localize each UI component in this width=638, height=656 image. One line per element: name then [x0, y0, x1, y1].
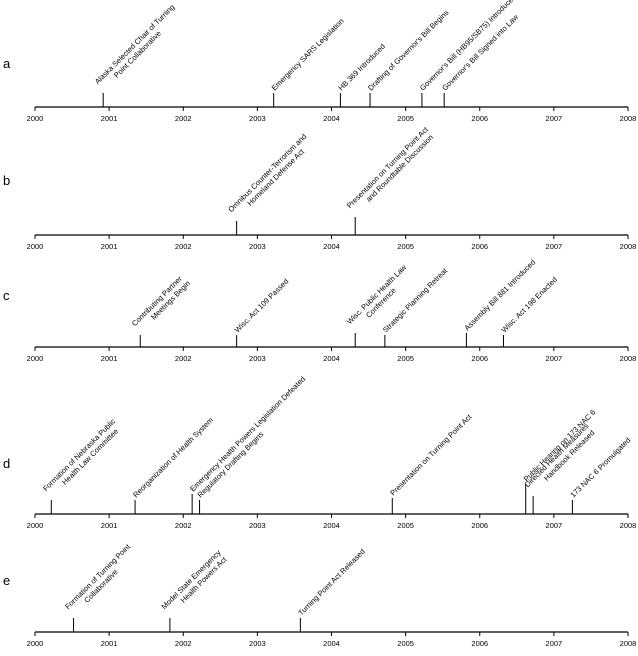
year-label: 2003	[249, 639, 266, 648]
year-label: 2008	[620, 639, 637, 648]
panel-letter: b	[3, 173, 10, 188]
year-label: 2005	[397, 242, 414, 251]
year-label: 2000	[27, 114, 44, 123]
year-label: 2003	[249, 521, 266, 530]
year-label: 2007	[546, 242, 563, 251]
year-label: 2007	[546, 114, 563, 123]
year-label: 2000	[27, 242, 44, 251]
year-label: 2007	[546, 354, 563, 363]
year-label: 2002	[175, 521, 192, 530]
year-label: 2002	[175, 242, 192, 251]
year-label: 2004	[323, 639, 340, 648]
year-label: 2006	[471, 521, 488, 530]
year-label: 2002	[175, 114, 192, 123]
year-label: 2005	[397, 354, 414, 363]
event-label: Emergency SARS Legislation	[270, 16, 346, 92]
panel-letter: c	[3, 288, 10, 303]
year-label: 2004	[323, 114, 340, 123]
year-label: 2004	[323, 242, 340, 251]
year-label: 2008	[620, 114, 637, 123]
year-label: 2001	[101, 639, 118, 648]
year-label: 2001	[101, 242, 118, 251]
year-label: 2006	[471, 354, 488, 363]
panel-letter: a	[3, 56, 11, 71]
year-label: 2002	[175, 354, 192, 363]
year-label: 2006	[471, 639, 488, 648]
event-label: Assembly Bill 881 Introduced	[462, 258, 537, 333]
timeline-panel-b: b 2000 2001 2002 2003 2004 2005 2006 2007 2008 Omn…	[3, 124, 636, 251]
year-label: 2001	[101, 114, 118, 123]
event-label: Model State EmergencyHealth Powers Act	[160, 548, 230, 618]
year-label: 2008	[620, 354, 637, 363]
timeline-panel-a: a 2000 2001 2002 2003 2004 2005 2006 2007 2008 Ala…	[3, 0, 636, 123]
year-label: 2003	[249, 242, 266, 251]
event-label: Wisc. Act 109 Passed	[233, 277, 291, 335]
timeline-panel-d: d 2000 2001 2002 2003 2004 2005 2006 2007 2008 For…	[3, 374, 636, 530]
event-label: Presentation on Turning Point Actand Rou…	[345, 124, 437, 216]
year-label: 2004	[323, 354, 340, 363]
event-label: Contributing PartnerMeetings Begin	[130, 272, 192, 334]
event-label: Turning Point Act Released	[296, 547, 366, 617]
event-label: Governor's Bill (HB95/SB75) Introduced	[418, 0, 518, 92]
year-label: 2003	[249, 114, 266, 123]
year-label: 2005	[397, 114, 414, 123]
event-label: Omnibus Counter-Terrorism andHomeland De…	[226, 132, 314, 220]
year-label: 2008	[620, 521, 637, 530]
year-label: 2001	[101, 354, 118, 363]
timeline-panel-c: c 2000 2001 2002 2003 2004 2005 2006 2007 2008 Con…	[3, 258, 636, 363]
year-label: 2005	[397, 639, 414, 648]
event-label: Alaska Selected Chair of TurningPoint Co…	[93, 2, 183, 92]
event-label: Wisc. Public Health LawConference	[345, 262, 415, 332]
event-label: Regulatory Drafting Begins	[196, 429, 266, 499]
year-label: 2002	[175, 639, 192, 648]
year-label: 2003	[249, 354, 266, 363]
event-label: Formation of Turning PointCollaborative	[63, 542, 139, 618]
event-label: Formation of Nebraska PublicHealth Law C…	[41, 417, 124, 500]
year-label: 2004	[323, 521, 340, 530]
event-label: Presentation on Turning Point Act	[388, 412, 474, 498]
panel-letter: e	[3, 573, 10, 588]
year-label: 2006	[471, 114, 488, 123]
year-label: 2000	[27, 354, 44, 363]
year-label: 2007	[546, 639, 563, 648]
panel-letter: d	[3, 456, 10, 471]
year-label: 2008	[620, 242, 637, 251]
year-label: 2000	[27, 639, 44, 648]
year-label: 2006	[471, 242, 488, 251]
year-label: 2007	[546, 521, 563, 530]
year-label: 2001	[101, 521, 118, 530]
year-label: 2005	[397, 521, 414, 530]
event-label: Emergency Health Powers Legislation Defe…	[188, 374, 307, 493]
timeline-panel-e: e 2000 2001 2002 2003 2004 2005 2006 2007 2008 For…	[3, 542, 636, 648]
year-label: 2000	[27, 521, 44, 530]
